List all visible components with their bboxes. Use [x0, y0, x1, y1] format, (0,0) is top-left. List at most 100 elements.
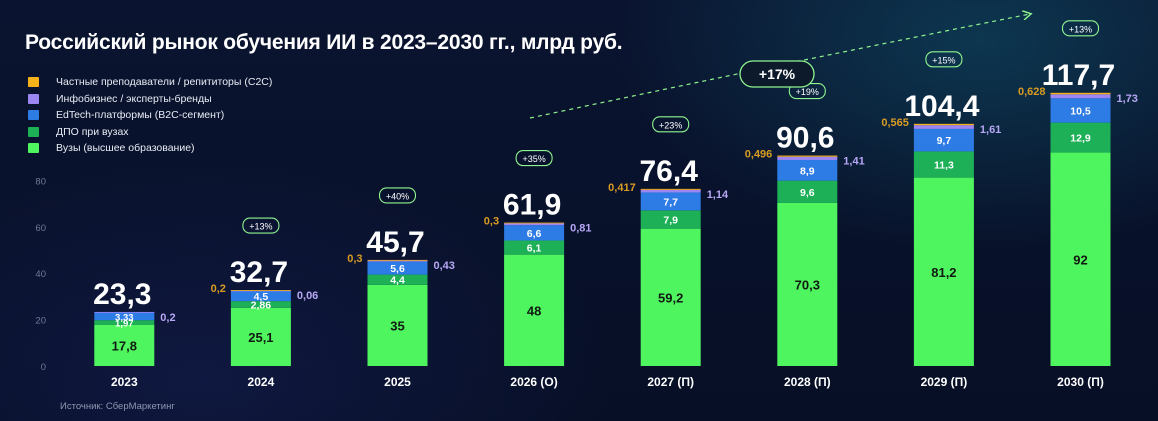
y-tick-label: 60 — [35, 223, 46, 234]
segment-infobiz — [640, 189, 701, 193]
data-label-edtech: 4,5 — [254, 291, 269, 303]
y-tick-label: 80 — [35, 176, 46, 187]
data-label-c2c: 0,2 — [211, 283, 226, 295]
data-label-infobiz: 1,41 — [843, 156, 864, 168]
growth-badge-label: +13% — [249, 222, 272, 232]
source-note: Источник: СберМаркетинг — [60, 401, 175, 412]
data-label-edtech: 5,6 — [390, 263, 405, 275]
y-tick-label: 20 — [35, 316, 46, 327]
data-label-infobiz: 1,73 — [1117, 93, 1138, 105]
data-label-infobiz: 1,61 — [980, 124, 1001, 136]
cagr-badge-label: +17% — [759, 66, 796, 82]
y-tick-label: 0 — [41, 362, 46, 373]
segment-infobiz — [367, 260, 428, 262]
bar-total-label: 90,6 — [776, 122, 834, 155]
data-label-vuzy: 17,8 — [112, 338, 137, 353]
x-category-label: 2028 (П) — [784, 375, 831, 389]
data-label-infobiz: 0,2 — [160, 312, 175, 324]
x-category-label: 2029 (П) — [921, 375, 968, 389]
growth-badge — [652, 116, 690, 133]
data-label-dpo: 6,1 — [527, 243, 542, 255]
bar-total-label: 104,4 — [904, 90, 979, 123]
data-label-edtech: 8,9 — [800, 165, 815, 177]
legend-item-c2c: Частные преподаватели / репититоры (С2С) — [28, 74, 272, 91]
data-label-edtech: 7,7 — [663, 196, 678, 208]
legend-label-infobiz: Инфобизнес / эксперты-бренды — [56, 92, 212, 105]
legend-label-vuzy: Вузы (высшее образование) — [56, 142, 195, 155]
legend-item-vuzy: Вузы (высшее образование) — [28, 140, 272, 157]
segment-dpo — [94, 320, 155, 325]
data-label-vuzy: 70,3 — [795, 277, 820, 292]
segment-edtech — [777, 159, 838, 181]
legend-swatch-vuzy — [28, 143, 39, 154]
x-category-label: 2026 (О) — [510, 375, 557, 389]
data-label-dpo: 1,97 — [115, 318, 134, 329]
segment-edtech — [913, 128, 974, 152]
data-label-c2c: 0,3 — [347, 253, 362, 265]
data-label-vuzy: 25,1 — [248, 330, 273, 345]
segment-dpo — [913, 151, 974, 178]
segment-dpo — [367, 274, 428, 285]
legend-item-dpo: ДПО при вузах — [28, 124, 272, 141]
growth-badge — [515, 150, 553, 167]
segment-infobiz — [94, 311, 155, 313]
growth-badge-label: +23% — [659, 120, 682, 130]
segment-dpo — [504, 240, 565, 255]
segment-dpo — [777, 180, 838, 203]
bar-total-label: 23,3 — [93, 278, 151, 311]
data-label-dpo: 12,9 — [1070, 133, 1091, 145]
legend-item-infobiz: Инфобизнес / эксперты-бренды — [28, 91, 272, 108]
segment-vuzy — [367, 284, 428, 366]
data-label-edtech: 9,7 — [937, 135, 952, 147]
growth-badge-label: +15% — [932, 55, 955, 65]
data-label-infobiz: 0,43 — [434, 260, 455, 272]
segment-c2c — [640, 188, 701, 190]
legend-label-edtech: EdTech-платформы (B2C-сегмент) — [56, 109, 225, 122]
growth-badge-label: +40% — [386, 191, 409, 201]
legend-label-c2c: Частные преподаватели / репититоры (С2С) — [56, 76, 273, 89]
x-category-label: 2030 (П) — [1057, 375, 1104, 389]
segment-edtech — [504, 225, 565, 241]
data-label-vuzy: 92 — [1073, 252, 1087, 267]
cagr-badge — [739, 60, 815, 88]
segment-infobiz — [1050, 94, 1111, 99]
data-label-vuzy: 48 — [527, 303, 541, 318]
data-label-c2c: 0,496 — [745, 149, 773, 161]
bar-total-label: 76,4 — [640, 155, 699, 188]
data-label-infobiz: 1,14 — [707, 189, 729, 201]
chart-title: Российский рынок обучения ИИ в 2023–2030… — [25, 31, 623, 54]
bar-total-label: 61,9 — [503, 189, 561, 222]
segment-vuzy — [1050, 152, 1111, 366]
segment-c2c — [230, 290, 291, 291]
bar-total-label: 117,7 — [1042, 59, 1115, 92]
segment-infobiz — [913, 125, 974, 129]
data-label-c2c: 0,628 — [1018, 86, 1046, 98]
growth-badge — [242, 217, 280, 234]
legend: Частные преподаватели / репититоры (С2С)… — [28, 74, 272, 157]
segment-vuzy — [640, 228, 701, 366]
data-label-dpo: 11,3 — [934, 160, 954, 172]
bar-total-label: 45,7 — [366, 226, 424, 259]
segment-edtech — [1050, 98, 1111, 123]
x-category-label: 2023 — [111, 375, 138, 389]
segment-vuzy — [94, 324, 155, 366]
legend-swatch-dpo — [28, 126, 39, 137]
data-label-dpo: 9,6 — [800, 187, 815, 199]
data-label-infobiz: 0,06 — [297, 290, 318, 302]
legend-label-dpo: ДПО при вузах — [56, 125, 129, 138]
y-tick-label: 40 — [35, 269, 46, 280]
bar-total-label: 32,7 — [230, 256, 288, 289]
legend-swatch-edtech — [28, 110, 39, 121]
legend-item-edtech: EdTech-платформы (B2C-сегмент) — [28, 107, 272, 124]
legend-swatch-infobiz — [28, 93, 39, 104]
data-label-c2c: 0,3 — [484, 216, 499, 228]
segment-c2c — [777, 155, 838, 157]
segment-vuzy — [504, 254, 565, 366]
x-category-label: 2025 — [384, 375, 411, 389]
growth-badge — [1061, 20, 1100, 37]
segment-vuzy — [230, 307, 291, 366]
growth-badge-label: +19% — [796, 87, 819, 97]
segment-dpo — [1050, 122, 1111, 153]
